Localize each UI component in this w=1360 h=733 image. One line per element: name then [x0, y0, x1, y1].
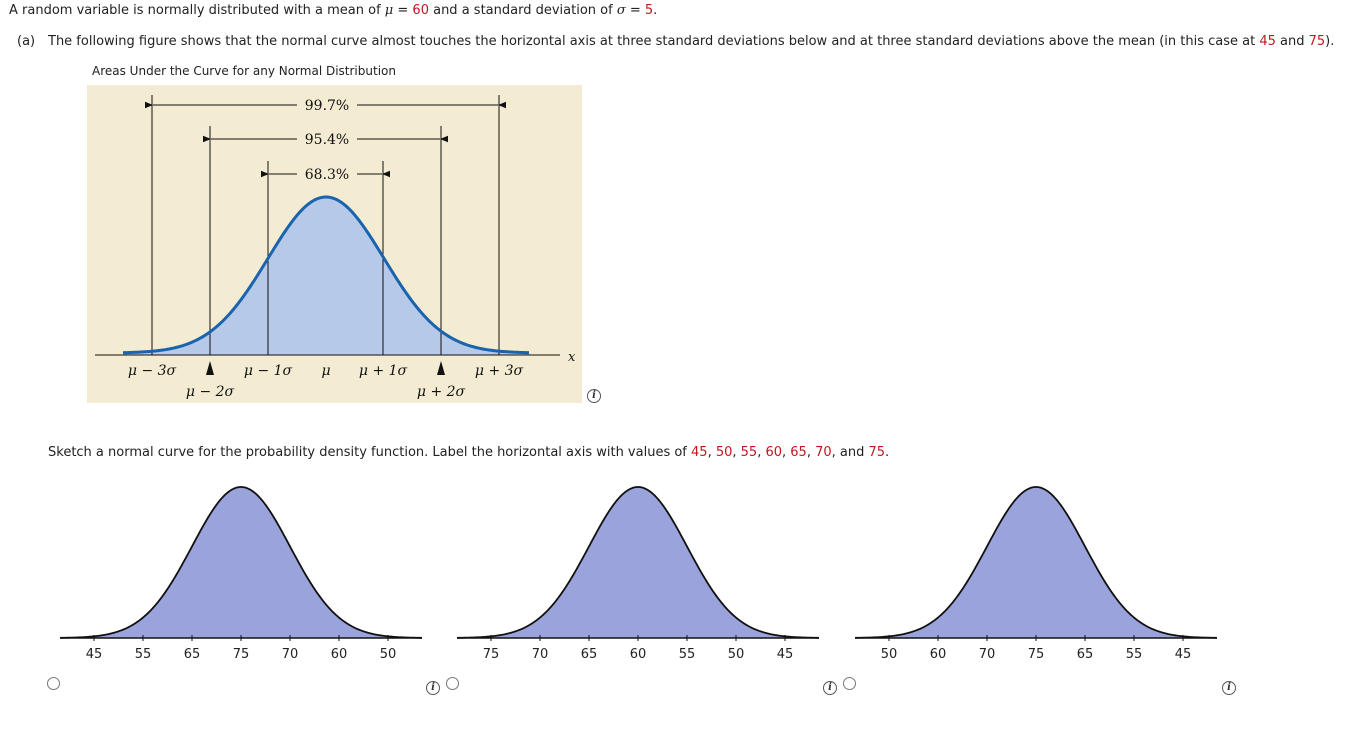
option-tick-label: 55 — [135, 647, 152, 662]
question-mid: and a standard deviation of — [428, 3, 617, 18]
sketch-v4: 60 — [765, 445, 782, 460]
option-tick-label: 65 — [1077, 647, 1094, 662]
label-p3: μ + 3σ — [475, 363, 524, 379]
question-period: . — [653, 3, 658, 18]
x-axis-label: x — [568, 350, 576, 365]
pct-683: 68.3% — [305, 167, 349, 183]
sketch-v7: 75 — [868, 445, 886, 460]
label-m1: μ − 1σ — [244, 363, 293, 379]
info-icon[interactable]: i — [823, 681, 837, 695]
equals-sign-2: = — [625, 3, 645, 18]
info-icon[interactable]: i — [587, 389, 601, 403]
option-tick-label: 50 — [728, 647, 745, 662]
option-tick-label: 70 — [532, 647, 549, 662]
option-tick-label: 65 — [184, 647, 201, 662]
info-icon[interactable]: i — [426, 681, 440, 695]
option-curve-line — [854, 486, 1218, 639]
curve-fill — [123, 197, 530, 355]
part-a-high: 75 — [1308, 34, 1326, 49]
part-a-and: and — [1275, 34, 1309, 49]
sketch-sep: , — [707, 445, 716, 460]
pct-997: 99.7% — [305, 98, 349, 114]
option-curve-fill — [457, 487, 819, 638]
sketch-instruction: Sketch a normal curve for the probabilit… — [48, 445, 889, 460]
option-curve-svg: 45 55 65 75 70 60 50 — [59, 486, 423, 662]
sketch-sep: , — [806, 445, 816, 460]
pct-954: 95.4% — [305, 132, 349, 148]
label-m2: μ − 2σ — [186, 384, 235, 400]
option-tick-label: 50 — [881, 647, 898, 662]
option-tick-label: 75 — [1028, 647, 1045, 662]
question-intro: A random variable is normally distribute… — [9, 3, 385, 18]
option-graph-2[interactable]: 75 70 65 60 55 50 45 — [456, 478, 820, 668]
option-tick-label: 75 — [233, 647, 250, 662]
option-curve-fill — [855, 487, 1217, 638]
option-tick-label: 45 — [1175, 647, 1192, 662]
mu-symbol: μ — [384, 3, 394, 18]
mean-value: 60 — [412, 3, 429, 18]
label-mu: μ — [321, 363, 330, 379]
option-tick-label: 55 — [679, 647, 696, 662]
option-curve-line — [59, 486, 423, 639]
option-2-radio[interactable] — [446, 677, 459, 690]
option-tick-label: 50 — [380, 647, 397, 662]
sketch-sep: , — [782, 445, 791, 460]
option-curve-fill — [60, 487, 422, 638]
part-a-low: 45 — [1259, 34, 1276, 49]
up-arrow-m2 — [206, 361, 214, 375]
option-tick-label: 70 — [282, 647, 299, 662]
option-curve-line — [456, 486, 820, 639]
sd-value: 5 — [644, 3, 654, 18]
option-tick-label: 65 — [581, 647, 598, 662]
normal-areas-figure: x 99.7% 95.4% 68.3% μ − 3σ μ − 2σ μ − 1σ… — [87, 85, 582, 403]
part-a-text: The following figure shows that the norm… — [48, 34, 1334, 49]
sketch-v1: 45 — [691, 445, 708, 460]
sketch-v2: 50 — [715, 445, 733, 460]
option-tick-label: 60 — [630, 647, 647, 662]
option-tick-label: 45 — [86, 647, 103, 662]
label-p2: μ + 2σ — [417, 384, 466, 400]
option-tick-label: 55 — [1126, 647, 1143, 662]
up-arrow-p2 — [437, 361, 445, 375]
sketch-sep: , — [757, 445, 766, 460]
option-tick-label: 75 — [483, 647, 500, 662]
sketch-and: , and — [831, 445, 869, 460]
option-graph-3[interactable]: 50 60 70 75 65 55 45 — [854, 478, 1218, 668]
sketch-v6: 70 — [815, 445, 832, 460]
option-curve-svg: 50 60 70 75 65 55 45 — [854, 486, 1218, 662]
normal-curve — [122, 195, 530, 355]
part-a-label: (a) — [17, 34, 36, 49]
question-text: A random variable is normally distribute… — [9, 3, 657, 18]
label-p1: μ + 1σ — [359, 363, 408, 379]
label-m3: μ − 3σ — [128, 363, 177, 379]
sketch-sep: , — [732, 445, 741, 460]
sketch-text-pre: Sketch a normal curve for the probabilit… — [48, 445, 692, 460]
part-a-text-pre: The following figure shows that the norm… — [48, 34, 1260, 49]
sketch-v5: 65 — [790, 445, 807, 460]
option-graph-1[interactable]: 45 55 65 75 70 60 50 — [59, 478, 423, 668]
option-tick-label: 60 — [331, 647, 348, 662]
option-tick-label: 60 — [930, 647, 947, 662]
sketch-v3: 55 — [740, 445, 758, 460]
sketch-period: . — [885, 445, 890, 460]
figure-title: Areas Under the Curve for any Normal Dis… — [92, 64, 396, 78]
sigma-symbol: σ — [616, 3, 626, 18]
option-tick-label: 45 — [777, 647, 794, 662]
option-3-radio[interactable] — [843, 677, 856, 690]
option-tick-label: 70 — [979, 647, 996, 662]
info-icon[interactable]: i — [1222, 681, 1236, 695]
option-1-radio[interactable] — [47, 677, 60, 690]
option-curve-svg: 75 70 65 60 55 50 45 — [456, 486, 820, 662]
part-a-text-post: ). — [1325, 34, 1335, 49]
equals-sign: = — [393, 3, 413, 18]
